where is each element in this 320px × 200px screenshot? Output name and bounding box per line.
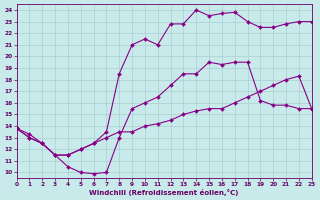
X-axis label: Windchill (Refroidissement éolien,°C): Windchill (Refroidissement éolien,°C) xyxy=(90,189,239,196)
